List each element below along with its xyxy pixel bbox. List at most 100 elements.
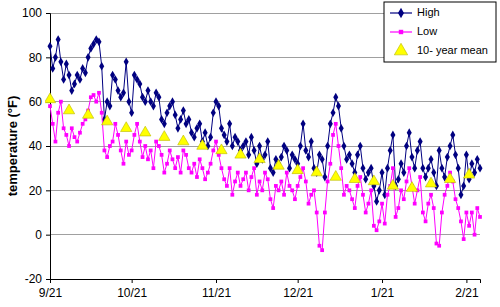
marker: [388, 146, 393, 155]
y-tick: 80: [29, 51, 50, 65]
marker: [116, 133, 120, 137]
y-tick-mark: [46, 13, 50, 14]
legend: HighLow10- year mean: [384, 2, 496, 62]
marker: [132, 133, 136, 137]
marker: [266, 177, 270, 181]
marker: [292, 164, 303, 174]
marker: [296, 184, 300, 188]
marker: [129, 108, 134, 117]
marker: [170, 97, 175, 106]
marker: [86, 53, 91, 62]
marker: [126, 97, 131, 106]
marker: [178, 115, 183, 124]
marker: [97, 91, 101, 95]
series: [45, 93, 475, 191]
marker: [187, 166, 191, 170]
marker: [333, 93, 338, 102]
x-tick-mark: [382, 279, 383, 283]
y-tick-label: 100: [22, 6, 42, 20]
marker: [225, 184, 229, 188]
marker: [456, 164, 461, 173]
marker: [273, 159, 284, 169]
marker: [206, 171, 210, 175]
marker: [235, 137, 240, 146]
marker: [445, 153, 450, 162]
grid-line: [50, 234, 480, 235]
marker: [426, 164, 431, 173]
marker: [271, 168, 276, 177]
y-tick: 40: [29, 139, 50, 153]
marker: [233, 180, 237, 184]
marker: [192, 162, 196, 166]
marker: [105, 155, 109, 159]
marker: [168, 149, 172, 153]
marker: [271, 206, 275, 210]
marker: [369, 164, 374, 173]
marker: [421, 211, 425, 215]
marker: [469, 159, 474, 168]
marker: [154, 140, 158, 144]
series-line: [50, 40, 480, 202]
marker: [64, 60, 69, 69]
y-tick-mark: [46, 57, 50, 58]
marker: [311, 166, 322, 176]
marker: [135, 122, 139, 126]
marker: [369, 188, 373, 192]
marker: [437, 146, 442, 155]
marker: [53, 53, 58, 62]
marker: [78, 131, 82, 135]
y-tick-mark: [46, 190, 50, 191]
marker: [326, 180, 330, 184]
marker: [94, 100, 98, 104]
marker: [228, 166, 232, 170]
marker: [374, 197, 379, 206]
marker: [249, 133, 254, 142]
marker: [113, 75, 118, 84]
x-tick-label: 2/21: [455, 286, 479, 300]
marker: [350, 197, 354, 201]
marker: [224, 137, 229, 146]
marker: [198, 157, 202, 161]
marker: [444, 173, 455, 183]
x-axis-line: [51, 280, 481, 284]
x-tick: 9/21: [39, 279, 63, 300]
marker: [159, 131, 170, 141]
x-tick-mark: [50, 279, 51, 283]
marker: [214, 140, 218, 144]
marker: [58, 57, 63, 66]
marker: [143, 97, 148, 106]
y-axis: -20020406080100: [22, 6, 51, 286]
marker: [54, 140, 58, 144]
marker: [415, 146, 420, 155]
marker: [361, 193, 365, 197]
marker: [345, 184, 349, 188]
marker: [143, 144, 147, 148]
marker: [141, 155, 145, 159]
marker: [192, 133, 197, 142]
marker: [309, 193, 313, 197]
x-tick: 2/21: [455, 279, 479, 300]
marker: [220, 166, 224, 170]
marker: [391, 166, 395, 170]
marker: [377, 219, 381, 223]
marker: [186, 115, 191, 124]
marker: [298, 142, 303, 151]
marker: [236, 171, 240, 175]
marker: [401, 168, 406, 177]
marker: [211, 149, 215, 153]
marker: [360, 164, 365, 173]
marker: [323, 211, 327, 215]
marker: [61, 75, 66, 84]
marker: [309, 137, 314, 146]
marker: [162, 171, 166, 175]
marker: [235, 148, 246, 158]
marker: [222, 131, 227, 140]
marker: [70, 126, 74, 130]
x-tick: 12/21: [283, 279, 313, 300]
marker: [96, 37, 101, 46]
marker: [269, 197, 273, 201]
series-line: [50, 93, 480, 250]
marker: [353, 206, 357, 210]
marker: [304, 180, 308, 184]
marker: [456, 206, 460, 210]
